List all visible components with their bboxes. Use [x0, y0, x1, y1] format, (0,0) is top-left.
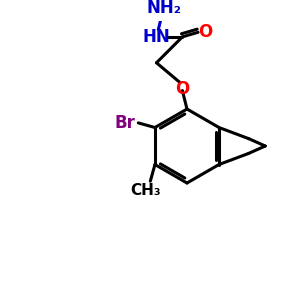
- Text: O: O: [198, 23, 213, 41]
- Text: NH₂: NH₂: [146, 0, 182, 17]
- Text: Br: Br: [115, 114, 136, 132]
- Text: CH₃: CH₃: [130, 183, 161, 198]
- Text: O: O: [175, 80, 190, 98]
- Text: HN: HN: [142, 28, 170, 46]
